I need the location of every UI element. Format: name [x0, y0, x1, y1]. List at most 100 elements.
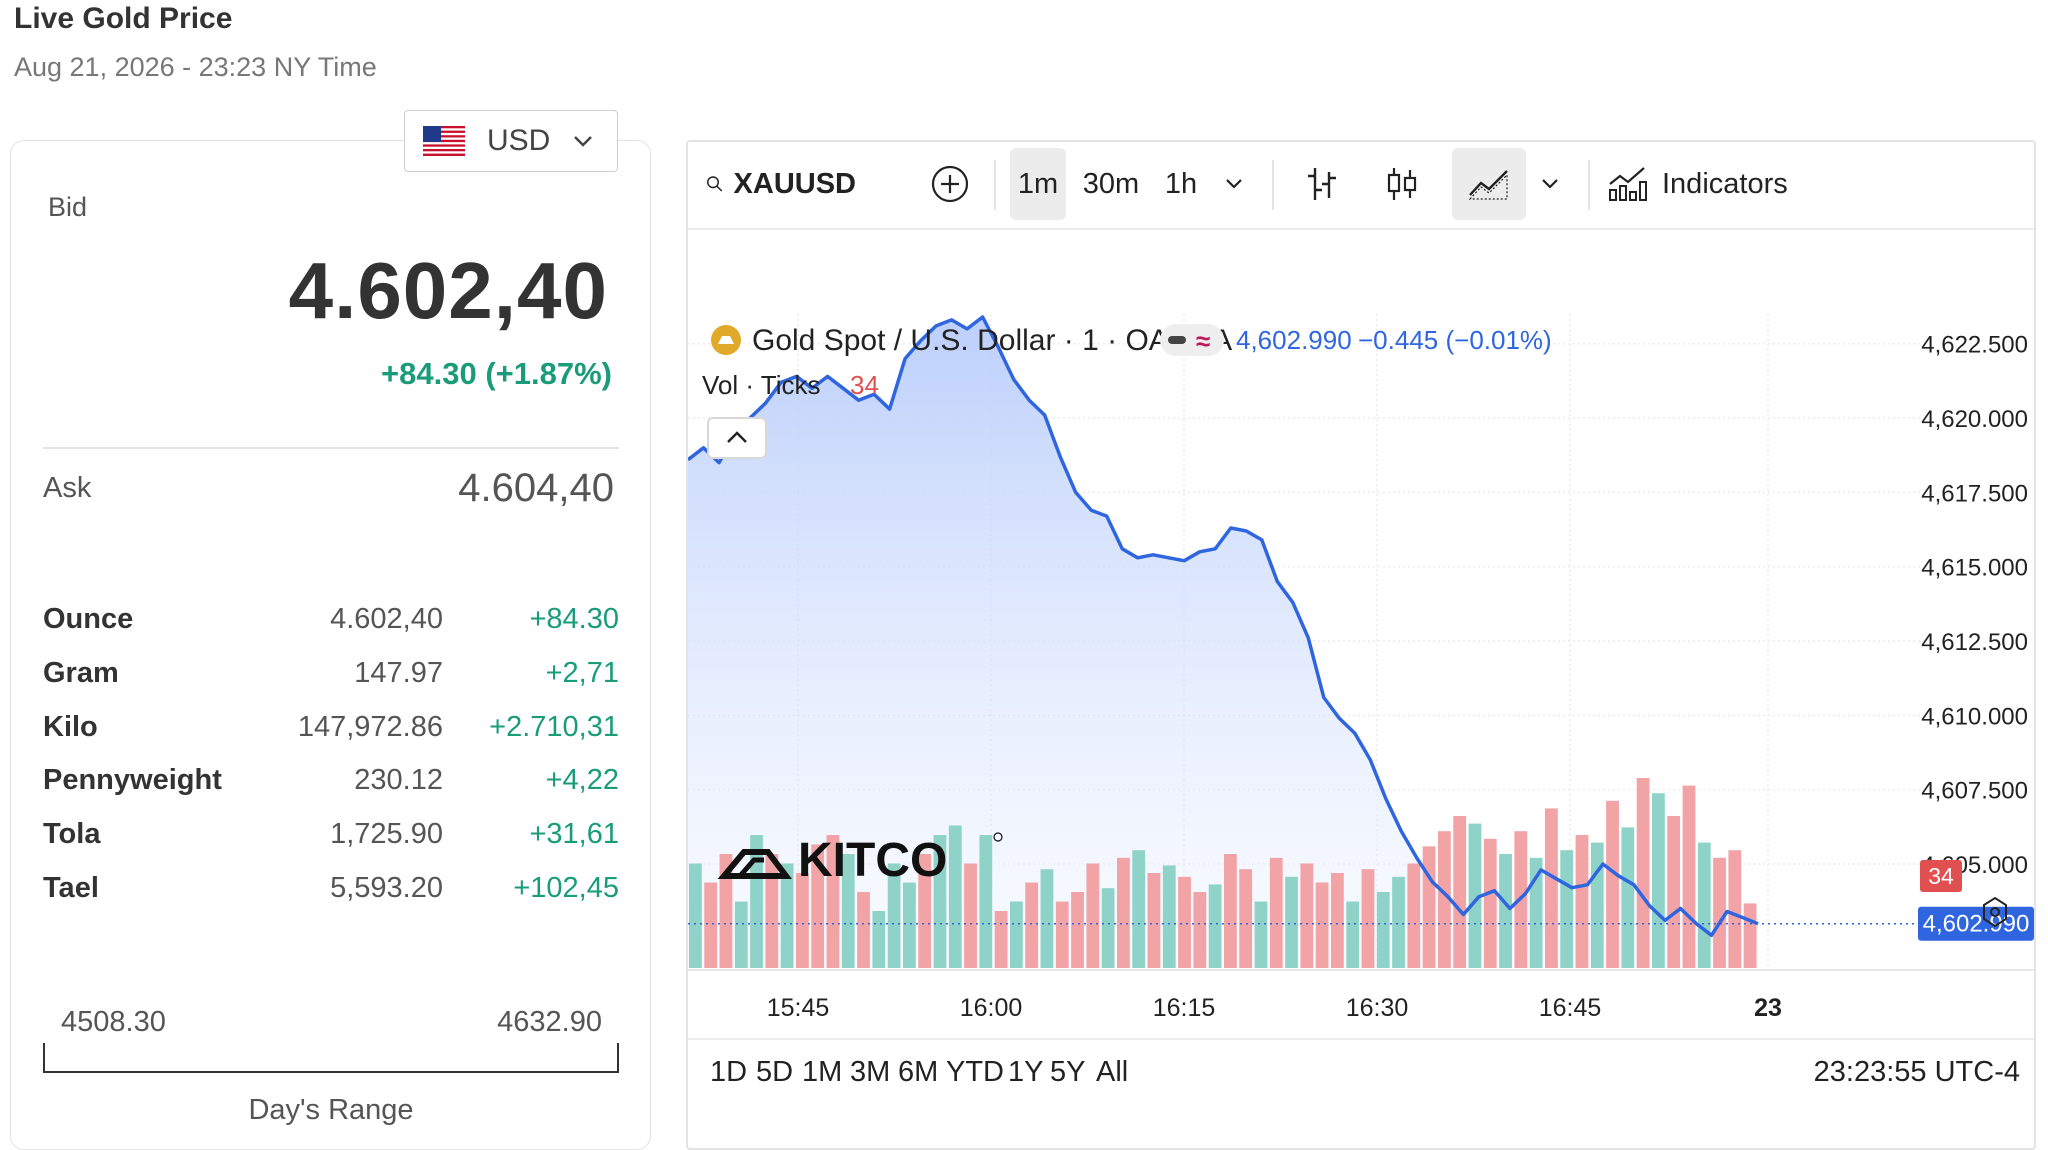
volume-bar — [1025, 882, 1039, 968]
chart-type-menu-button[interactable] — [1530, 148, 1570, 220]
volume-bar — [1438, 831, 1451, 968]
volume-bar — [796, 873, 809, 968]
interval-30m[interactable]: 30m — [1082, 167, 1140, 200]
volume-bar — [1208, 884, 1222, 968]
range-1d[interactable]: 1D — [710, 1056, 748, 1088]
range-all[interactable]: All — [1096, 1056, 1129, 1088]
volume-bar — [918, 854, 932, 968]
kitco-wordmark: KITCO — [798, 834, 947, 887]
y-tick-label: 4,612.500 — [1921, 629, 2028, 656]
volume-bar — [964, 863, 977, 968]
volume-bar — [1055, 901, 1069, 968]
range-5d[interactable]: 5D — [756, 1056, 794, 1088]
price-line — [688, 315, 1759, 938]
volume-bar — [1376, 892, 1390, 968]
x-tick-label: 16:30 — [1346, 994, 1409, 1022]
volume-bar — [1590, 842, 1604, 968]
volume-bar — [1132, 850, 1146, 968]
volume-bar — [1346, 901, 1360, 968]
y-tick-label: 4,610.000 — [1921, 703, 2028, 730]
legend-toggle[interactable] — [1160, 324, 1224, 356]
y-tick-label: 4,622.500 — [1921, 332, 2028, 359]
volume-bar — [826, 835, 840, 968]
legend-last-price: 4,602.990 — [1236, 325, 1352, 355]
add-symbol-button[interactable] — [920, 148, 980, 220]
unit-row-gram: Gram 147.97 +2,71 — [43, 657, 619, 711]
indicators-button[interactable]: Indicators — [1606, 148, 1806, 220]
price-chart[interactable]: KITCO Gold Spot / U.S. Dollar · 1 · OAND… — [688, 228, 2036, 1038]
toolbar-separator — [1272, 160, 1274, 210]
x-tick-label: 15:45 — [767, 994, 830, 1022]
range-ytd[interactable]: YTD — [946, 1056, 1004, 1088]
chart-settings-button[interactable] — [1983, 896, 2007, 928]
range-6m[interactable]: 6M — [898, 1056, 939, 1088]
unit-price-table: Ounce 4.602,40 +84.30 Gram 147.97 +2,71 … — [43, 603, 619, 926]
volume-bar — [1545, 808, 1558, 968]
candles-chart-type-button[interactable] — [1374, 148, 1430, 220]
days-range-low: 4508.30 — [61, 1006, 166, 1038]
range-3m[interactable]: 3M — [850, 1056, 891, 1088]
chart-clock: 23:23:55 UTC-4 — [1813, 1056, 2020, 1088]
volume-bar — [1575, 835, 1589, 968]
y-tick-label: 4,617.500 — [1921, 480, 2028, 507]
volume-bar — [1224, 854, 1237, 968]
ask-label: Ask — [43, 472, 92, 504]
price-area — [688, 317, 1758, 968]
currency-select[interactable]: USD — [404, 110, 618, 172]
unit-price: 5,593.20 — [330, 871, 443, 904]
x-tick-label: 16:15 — [1153, 994, 1216, 1022]
symbol-search[interactable]: XAUUSD — [700, 148, 856, 220]
volume-bar — [872, 911, 886, 968]
unit-row-pennyweight: Pennyweight 230.12 +4,22 — [43, 764, 619, 818]
interval-1m[interactable]: 1m — [1010, 148, 1066, 220]
currency-code: USD — [487, 124, 551, 157]
bar-chart-type-button[interactable] — [1294, 148, 1350, 220]
price-area-fill — [688, 317, 1758, 968]
bid-label: Bid — [48, 192, 88, 222]
volume-bar — [689, 863, 702, 968]
volume-bar — [1407, 863, 1421, 968]
collapse-legend-button[interactable] — [707, 417, 767, 459]
settings-icon — [1983, 896, 2007, 928]
approx-icon: ≈ — [1196, 326, 1210, 356]
toolbar-separator — [994, 160, 996, 210]
symbol-label: XAUUSD — [733, 167, 856, 200]
chevron-down-icon — [1542, 179, 1558, 189]
range-1y[interactable]: 1Y — [1008, 1056, 1044, 1088]
volume-bar — [933, 835, 947, 968]
volume-bar — [1117, 857, 1130, 968]
legend-change: −0.445 (−0.01%) — [1358, 325, 1552, 355]
volume-bar — [1713, 857, 1726, 968]
interval-menu-button[interactable] — [1214, 148, 1254, 220]
unit-name: Ounce — [43, 603, 134, 635]
ask-price: 4.604,40 — [458, 466, 614, 510]
volume-bar — [780, 863, 794, 968]
unit-row-tael: Tael 5,593.20 +102,45 — [43, 872, 619, 926]
range-1m[interactable]: 1M — [802, 1056, 843, 1088]
unit-price: 230.12 — [354, 764, 443, 797]
gold-bar-icon — [718, 336, 734, 344]
volume-bar — [1606, 800, 1619, 968]
volume-bar — [1652, 793, 1665, 968]
interval-1h[interactable]: 1h — [1164, 167, 1198, 200]
kitco-logo: KITCO — [717, 832, 1003, 887]
area-chart-type-button[interactable] — [1452, 148, 1526, 220]
last-volume-label: 34 — [1928, 863, 1954, 889]
indicators-label: Indicators — [1662, 167, 1788, 200]
indicators-icon — [1609, 167, 1647, 201]
page-title: Live Gold Price — [14, 2, 233, 35]
volume-bar — [1086, 863, 1100, 968]
x-axis: 15:45 16:00 16:15 16:30 16:45 23 — [688, 969, 2034, 1022]
range-5y[interactable]: 5Y — [1050, 1056, 1086, 1088]
price-line-path — [688, 315, 1759, 938]
volume-bar — [1071, 892, 1084, 968]
volume-legend-label: Vol · Ticks — [702, 370, 820, 400]
volume-bar — [704, 882, 718, 968]
volume-bar — [1285, 876, 1298, 968]
volume-bars — [689, 778, 1757, 968]
chevron-down-icon — [574, 136, 593, 147]
unit-name: Tola — [43, 818, 101, 851]
area-chart-icon — [1468, 170, 1508, 200]
chevron-down-icon — [1226, 179, 1242, 189]
y-tick-label: 4,620.000 — [1921, 406, 2028, 433]
